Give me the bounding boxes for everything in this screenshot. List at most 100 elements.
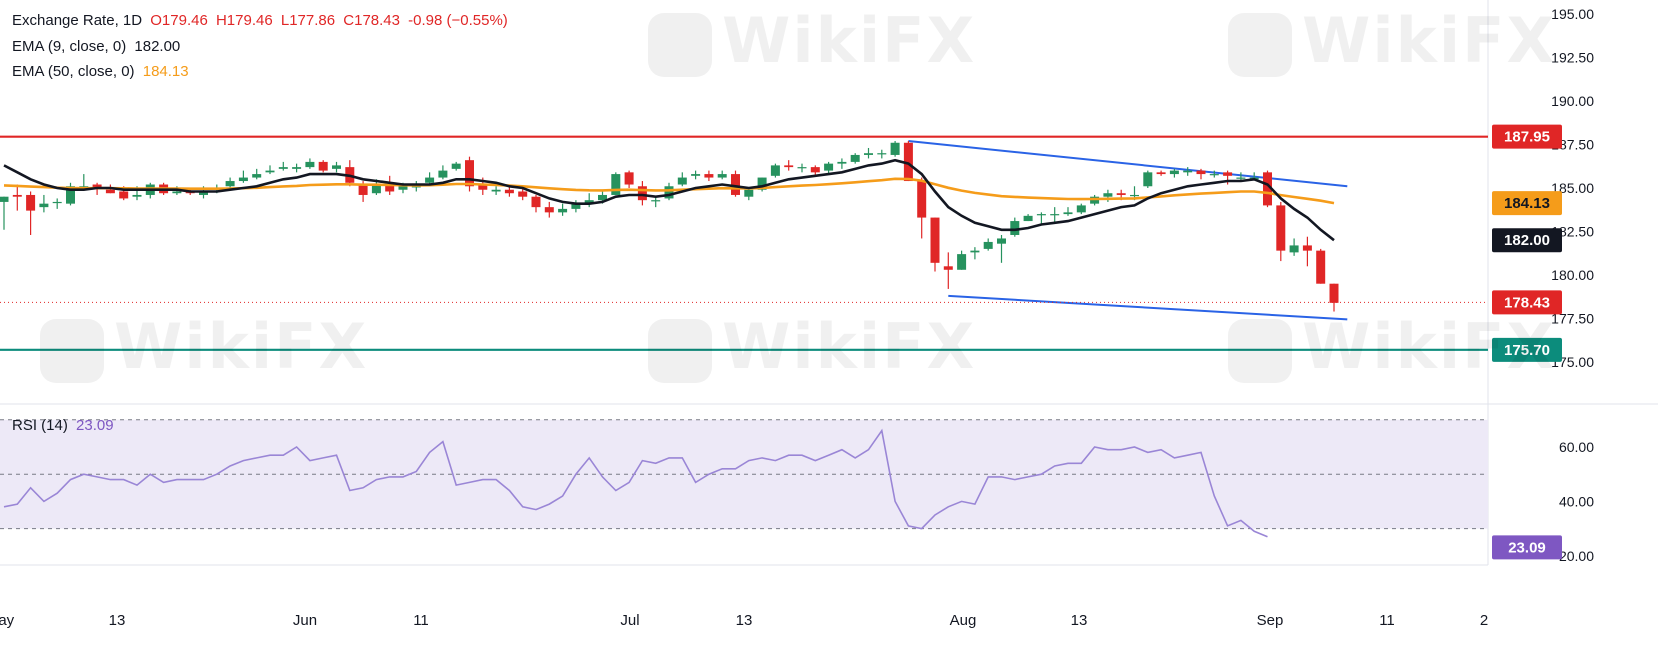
open-value: O179.46 (150, 12, 208, 29)
ema9-line (3, 158, 1335, 242)
candle-body (199, 191, 208, 195)
candle-body (1289, 245, 1299, 253)
candle-body (398, 186, 408, 190)
price-label: 182.00 (1504, 232, 1550, 249)
candle-body (132, 194, 142, 197)
candle-body (997, 238, 1006, 244)
rsi-label: 23.09 (1508, 539, 1546, 556)
price-labels: 187.95 184.13 182.00 178.43 175.70 23.09 (1492, 124, 1562, 560)
candle-body (491, 189, 501, 192)
time-tick: May (0, 612, 15, 629)
candle-body (425, 177, 435, 183)
candle-body (305, 161, 315, 168)
candle-body (704, 174, 714, 178)
candle-body (677, 177, 687, 185)
candle-body (770, 165, 780, 176)
price-label-box (1492, 124, 1562, 149)
candle-body (571, 203, 581, 209)
candle-body (558, 208, 568, 213)
candle-body (0, 196, 9, 202)
ema9-value: 182.00 (134, 38, 181, 55)
candle-body (691, 174, 701, 176)
time-tick: Sep (1257, 612, 1284, 629)
candle-body (917, 181, 927, 218)
candle-body (358, 184, 368, 195)
price-tick: 195.00 (1551, 6, 1594, 22)
candle-body (478, 184, 488, 190)
price-label: 178.43 (1504, 294, 1550, 311)
candle-body (1302, 245, 1312, 251)
candle-body (26, 194, 36, 211)
price-label-box (1492, 290, 1562, 315)
candle-body (92, 184, 102, 188)
time-tick: Jun (293, 612, 317, 629)
price-label: 175.70 (1504, 342, 1550, 359)
candle-body (624, 172, 634, 185)
close-value: C178.43 (343, 12, 400, 29)
price-label: 184.13 (1504, 195, 1550, 212)
ema50-legend[interactable]: EMA (50, close, 0) 184.13 (12, 63, 193, 80)
rsi-tick: 60.00 (1559, 439, 1594, 455)
candle-body (983, 241, 993, 249)
candle-body (318, 161, 328, 171)
ema9-legend[interactable]: EMA (9, close, 0) 182.00 (12, 38, 184, 55)
candle-body (265, 170, 275, 173)
price-tick: 192.50 (1551, 50, 1594, 66)
candle-body (531, 196, 541, 208)
candles (0, 141, 1339, 312)
channel-lines (908, 140, 1348, 321)
candle-body (717, 174, 727, 178)
candle-body (438, 170, 448, 178)
candle-body (451, 163, 461, 169)
candle-body (504, 189, 514, 194)
candle-body (411, 186, 421, 188)
candle-body (105, 189, 115, 194)
candle-body (1023, 215, 1033, 222)
candle-body (598, 194, 607, 201)
candle-body (744, 189, 754, 197)
candle-body (1169, 170, 1179, 175)
candle-body (1223, 172, 1233, 176)
candle-body (957, 254, 967, 270)
ema-lines (3, 158, 1335, 242)
time-tick: 13 (109, 612, 126, 629)
ohlc-legend: Exchange Rate, 1D O179.46 H179.46 L177.8… (12, 12, 512, 29)
candle-body (797, 167, 807, 169)
symbol-title[interactable]: Exchange Rate, 1D (12, 12, 143, 29)
candle-body (1063, 212, 1073, 215)
horizontal-levels (0, 135, 1488, 351)
price-tick: 190.00 (1551, 93, 1594, 109)
time-axis: May 13 Jun 11 Jul 13 Aug 13 Sep 11 2 (0, 612, 1488, 629)
candle-body (252, 174, 262, 178)
time-tick: 13 (1071, 612, 1088, 629)
change-value: -0.98 (−0.55%) (408, 12, 508, 29)
candle-body (1116, 193, 1126, 195)
candle-body (970, 250, 980, 253)
candle-body (39, 203, 49, 208)
candle-body (1103, 193, 1113, 197)
candle-body (225, 181, 235, 187)
candle-body (824, 163, 834, 171)
rsi-legend[interactable]: RSI (14) 23.09 (12, 417, 118, 434)
candle-body (757, 177, 767, 190)
ema50-value: 184.13 (142, 63, 189, 80)
candle-body (850, 154, 860, 162)
candle-body (1036, 214, 1046, 216)
price-label-box (1492, 191, 1562, 216)
candle-body (1196, 170, 1206, 175)
candle-body (877, 153, 887, 155)
candle-body (1076, 205, 1086, 213)
candle-body (371, 184, 381, 194)
channel-lower-line (948, 294, 1348, 321)
time-tick: 13 (736, 612, 753, 629)
candle-body (1236, 177, 1246, 179)
candle-body (172, 191, 182, 194)
ema50-label: EMA (50, close, 0) (12, 63, 135, 80)
ema50-line (3, 177, 1335, 205)
candle-body (651, 200, 661, 202)
candle-body (584, 200, 594, 204)
candle-body (637, 186, 647, 201)
candle-body (864, 153, 873, 155)
high-value: H179.46 (215, 12, 273, 29)
